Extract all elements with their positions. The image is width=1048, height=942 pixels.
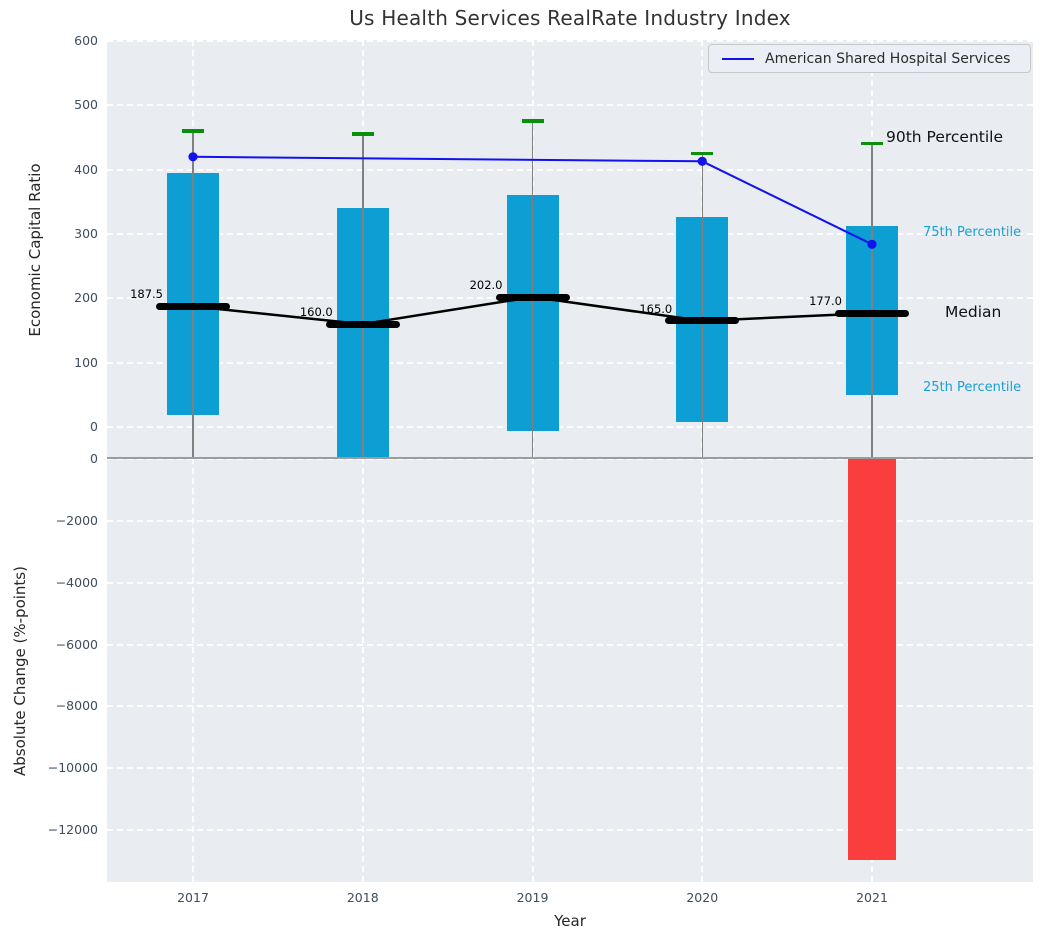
change-bar-negative	[848, 459, 896, 860]
y-tick-label-bottom: −6000	[36, 637, 98, 652]
company-point	[867, 240, 876, 249]
median-dash	[835, 310, 909, 317]
x-tick-label: 2019	[498, 890, 568, 905]
median-value-label: 160.0	[273, 305, 333, 319]
x-tick-label: 2021	[837, 890, 907, 905]
x-tick-label: 2020	[667, 890, 737, 905]
legend-line-sample-icon	[722, 58, 754, 60]
gridline-v	[532, 458, 534, 882]
median-dash	[156, 303, 230, 310]
median-dash	[326, 321, 400, 328]
gridline-v	[701, 458, 703, 882]
median-dash	[496, 294, 570, 301]
company-point	[698, 157, 707, 166]
company-line	[193, 157, 872, 244]
top-plot-area	[107, 40, 1033, 458]
y-tick-label-top: 500	[36, 97, 98, 112]
y-tick-label-bottom: −4000	[36, 575, 98, 590]
bottom-y-axis-label: Absolute Change (%-points)	[11, 541, 29, 801]
median-dash	[665, 317, 739, 324]
y-tick-label-top: 0	[36, 419, 98, 434]
bottom-plot-area	[107, 458, 1033, 882]
x-tick-label: 2018	[328, 890, 398, 905]
median-value-label: 177.0	[782, 294, 842, 308]
median-value-label: 202.0	[443, 278, 503, 292]
y-tick-label-top: 400	[36, 162, 98, 177]
industry-index-figure: Us Health Services RealRate Industry Ind…	[0, 0, 1048, 942]
median-value-label: 187.5	[103, 287, 163, 301]
chart-title: Us Health Services RealRate Industry Ind…	[107, 6, 1033, 30]
x-axis-label: Year	[107, 912, 1033, 930]
annotation-90th-percentile: 90th Percentile	[886, 128, 1003, 146]
y-tick-label-bottom: −12000	[36, 822, 98, 837]
y-tick-label-top: 300	[36, 226, 98, 241]
gridline-v	[192, 458, 194, 882]
company-point	[188, 152, 197, 161]
legend-entry-label: American Shared Hospital Services	[765, 51, 1010, 67]
y-tick-label-bottom: −2000	[36, 513, 98, 528]
y-tick-label-top: 600	[36, 33, 98, 48]
y-tick-label-top: 100	[36, 355, 98, 370]
annotation-25th-percentile: 25th Percentile	[923, 380, 1021, 395]
median-value-label: 165.0	[612, 302, 672, 316]
y-tick-label-top: 200	[36, 290, 98, 305]
top-plot-lines	[107, 40, 1033, 458]
legend-box: American Shared Hospital Services	[708, 44, 1031, 73]
gridline-v	[362, 458, 364, 882]
y-tick-label-bottom: 0	[36, 451, 98, 466]
annotation-75th-percentile: 75th Percentile	[923, 225, 1021, 240]
subplot-divider-line	[107, 457, 1033, 459]
y-tick-label-bottom: −8000	[36, 698, 98, 713]
y-tick-label-bottom: −10000	[36, 760, 98, 775]
annotation-median: Median	[945, 303, 1001, 321]
x-tick-label: 2017	[158, 890, 228, 905]
